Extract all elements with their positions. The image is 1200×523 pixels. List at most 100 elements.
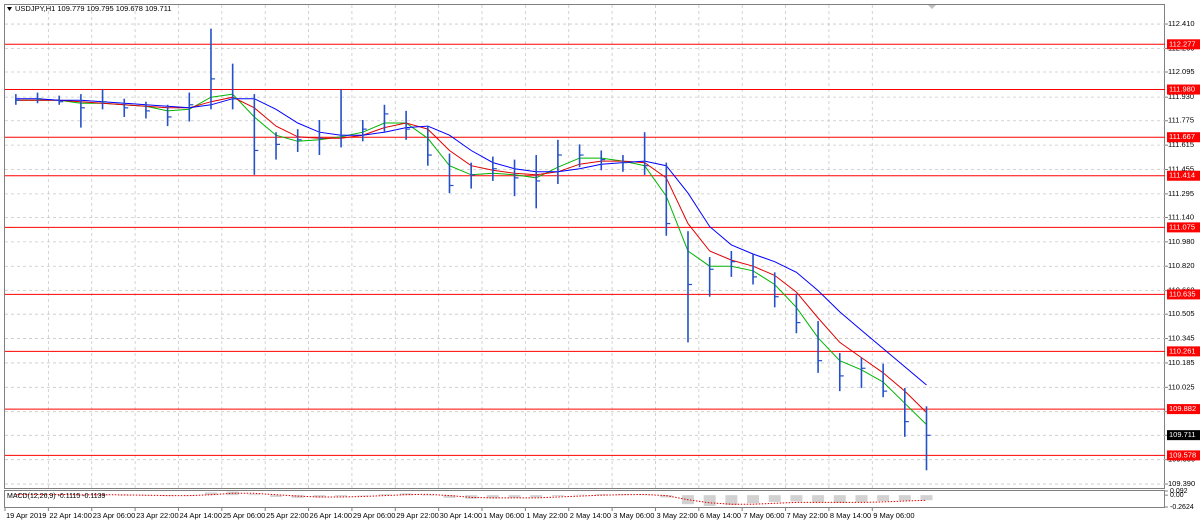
macd-bar (898, 495, 911, 501)
y-tick-label: 110.505 (1168, 309, 1195, 318)
macd-bar (638, 494, 651, 496)
macd-bar (551, 495, 564, 497)
level-tag (1167, 170, 1200, 181)
macd-bar (920, 495, 933, 501)
y-tick-label: 110.025 (1168, 382, 1195, 391)
x-tick-label: 29 Apr 22:00 (396, 511, 439, 520)
level-tag (1167, 84, 1200, 95)
level-tag (1167, 222, 1200, 233)
level-label: 109.882 (1169, 404, 1196, 413)
macd-bar (530, 495, 543, 498)
x-tick-label: 3 May 06:00 (613, 511, 654, 520)
macd-bar (833, 495, 846, 503)
y-tick-label: 112.095 (1168, 67, 1195, 76)
macd-bar (508, 495, 521, 498)
y-tick-label: 111.615 (1168, 140, 1194, 149)
macd-bar (768, 495, 781, 502)
x-tick-label: 23 Apr 22:00 (136, 511, 179, 520)
x-tick-label: 23 Apr 06:00 (93, 511, 136, 520)
macd-panel (4, 490, 1165, 508)
macd-bar (790, 495, 803, 502)
macd-title: MACD(12,26,9) -0.1115 -0.1139 (7, 493, 106, 500)
y-tick-label: 111.140 (1168, 212, 1194, 221)
level-tag (1167, 404, 1200, 415)
macd-bar (465, 495, 478, 499)
macd-y-tick-label: 0.00 (1170, 492, 1184, 499)
macd-bar (313, 495, 326, 498)
level-tag (1167, 346, 1200, 357)
x-tick-label: 26 Apr 14:00 (310, 511, 353, 520)
macd-bar (486, 495, 499, 499)
level-label: 110.261 (1169, 346, 1196, 355)
x-tick-label: 22 Apr 14:00 (49, 511, 92, 520)
level-tag (1167, 132, 1200, 143)
x-tick-label: 25 Apr 06:00 (223, 511, 266, 520)
macd-bar (443, 495, 456, 498)
y-tick-label: 110.185 (1168, 358, 1195, 367)
macd-bar (96, 494, 109, 496)
macd-bar (183, 495, 196, 496)
level-label: 111.980 (1169, 85, 1195, 94)
macd-bar (660, 495, 673, 498)
x-tick-label: 29 Apr 06:00 (353, 511, 396, 520)
y-tick-label: 110.820 (1168, 261, 1195, 270)
level-tag (1167, 450, 1200, 461)
macd-bar (855, 495, 868, 502)
macd-bar (118, 495, 131, 496)
macd-bar (204, 492, 217, 496)
x-tick-label: 2 May 14:00 (570, 511, 611, 520)
macd-bar (74, 495, 87, 496)
x-tick-label: 9 May 06:00 (873, 511, 914, 520)
level-label: 112.277 (1169, 39, 1196, 48)
macd-bar (747, 495, 760, 504)
x-tick-label: 3 May 22:00 (656, 511, 697, 520)
level-label: 109.578 (1169, 450, 1196, 459)
last-price-tag (1167, 430, 1200, 441)
level-label: 111.414 (1169, 171, 1195, 180)
x-tick-label: 6 May 14:00 (700, 511, 741, 520)
last-price-label: 109.711 (1169, 430, 1196, 439)
macd-bar (356, 495, 369, 496)
macd-bar (616, 494, 629, 496)
macd-y-tick-label: 0.092 (1170, 488, 1188, 495)
x-tick-label: 25 Apr 22:00 (266, 511, 309, 520)
price-panel (4, 4, 1165, 489)
level-label: 111.075 (1169, 222, 1195, 231)
level-tag (1167, 39, 1200, 50)
level-label: 110.635 (1169, 289, 1196, 298)
y-tick-label: 110.345 (1168, 334, 1195, 343)
x-tick-label: 1 May 06:00 (483, 511, 524, 520)
x-tick-label: 1 May 22:00 (526, 511, 567, 520)
macd-y-tick-label: -0.2624 (1170, 504, 1194, 511)
macd-bar (725, 495, 738, 506)
chart-title: USDJPY,H1 109.779 109.795 109.678 109.71… (15, 4, 172, 13)
level-label: 111.667 (1169, 132, 1195, 141)
y-tick-label: 111.295 (1168, 189, 1194, 198)
macd-signal (15, 492, 927, 505)
macd-bar (161, 495, 174, 497)
macd-bar (335, 495, 348, 497)
level-tag (1167, 289, 1200, 300)
y-tick-label: 110.980 (1168, 237, 1195, 246)
macd-bar (703, 495, 716, 506)
x-tick-label: 19 Apr 2019 (6, 511, 46, 520)
shift-marker (928, 5, 936, 9)
x-tick-label: 30 Apr 14:00 (440, 511, 483, 520)
macd-bar (378, 494, 391, 496)
plot: 112.410112.250112.095111.930111.775111.6… (4, 5, 1200, 520)
x-tick-label: 8 May 14:00 (830, 511, 871, 520)
y-tick-label: 111.930 (1168, 92, 1194, 101)
x-tick-label: 7 May 22:00 (787, 511, 828, 520)
y-tick-label: 111.455 (1168, 164, 1194, 173)
x-tick-label: 24 Apr 14:00 (179, 511, 222, 520)
macd-bar (248, 494, 261, 496)
x-tick-label: 7 May 06:00 (743, 511, 784, 520)
macd-bar (270, 495, 283, 497)
macd-bar (421, 495, 434, 496)
y-tick-label: 112.410 (1168, 19, 1195, 28)
y-tick-label: 111.775 (1168, 116, 1194, 125)
macd-bar (812, 495, 825, 503)
macd-bar (877, 495, 890, 502)
